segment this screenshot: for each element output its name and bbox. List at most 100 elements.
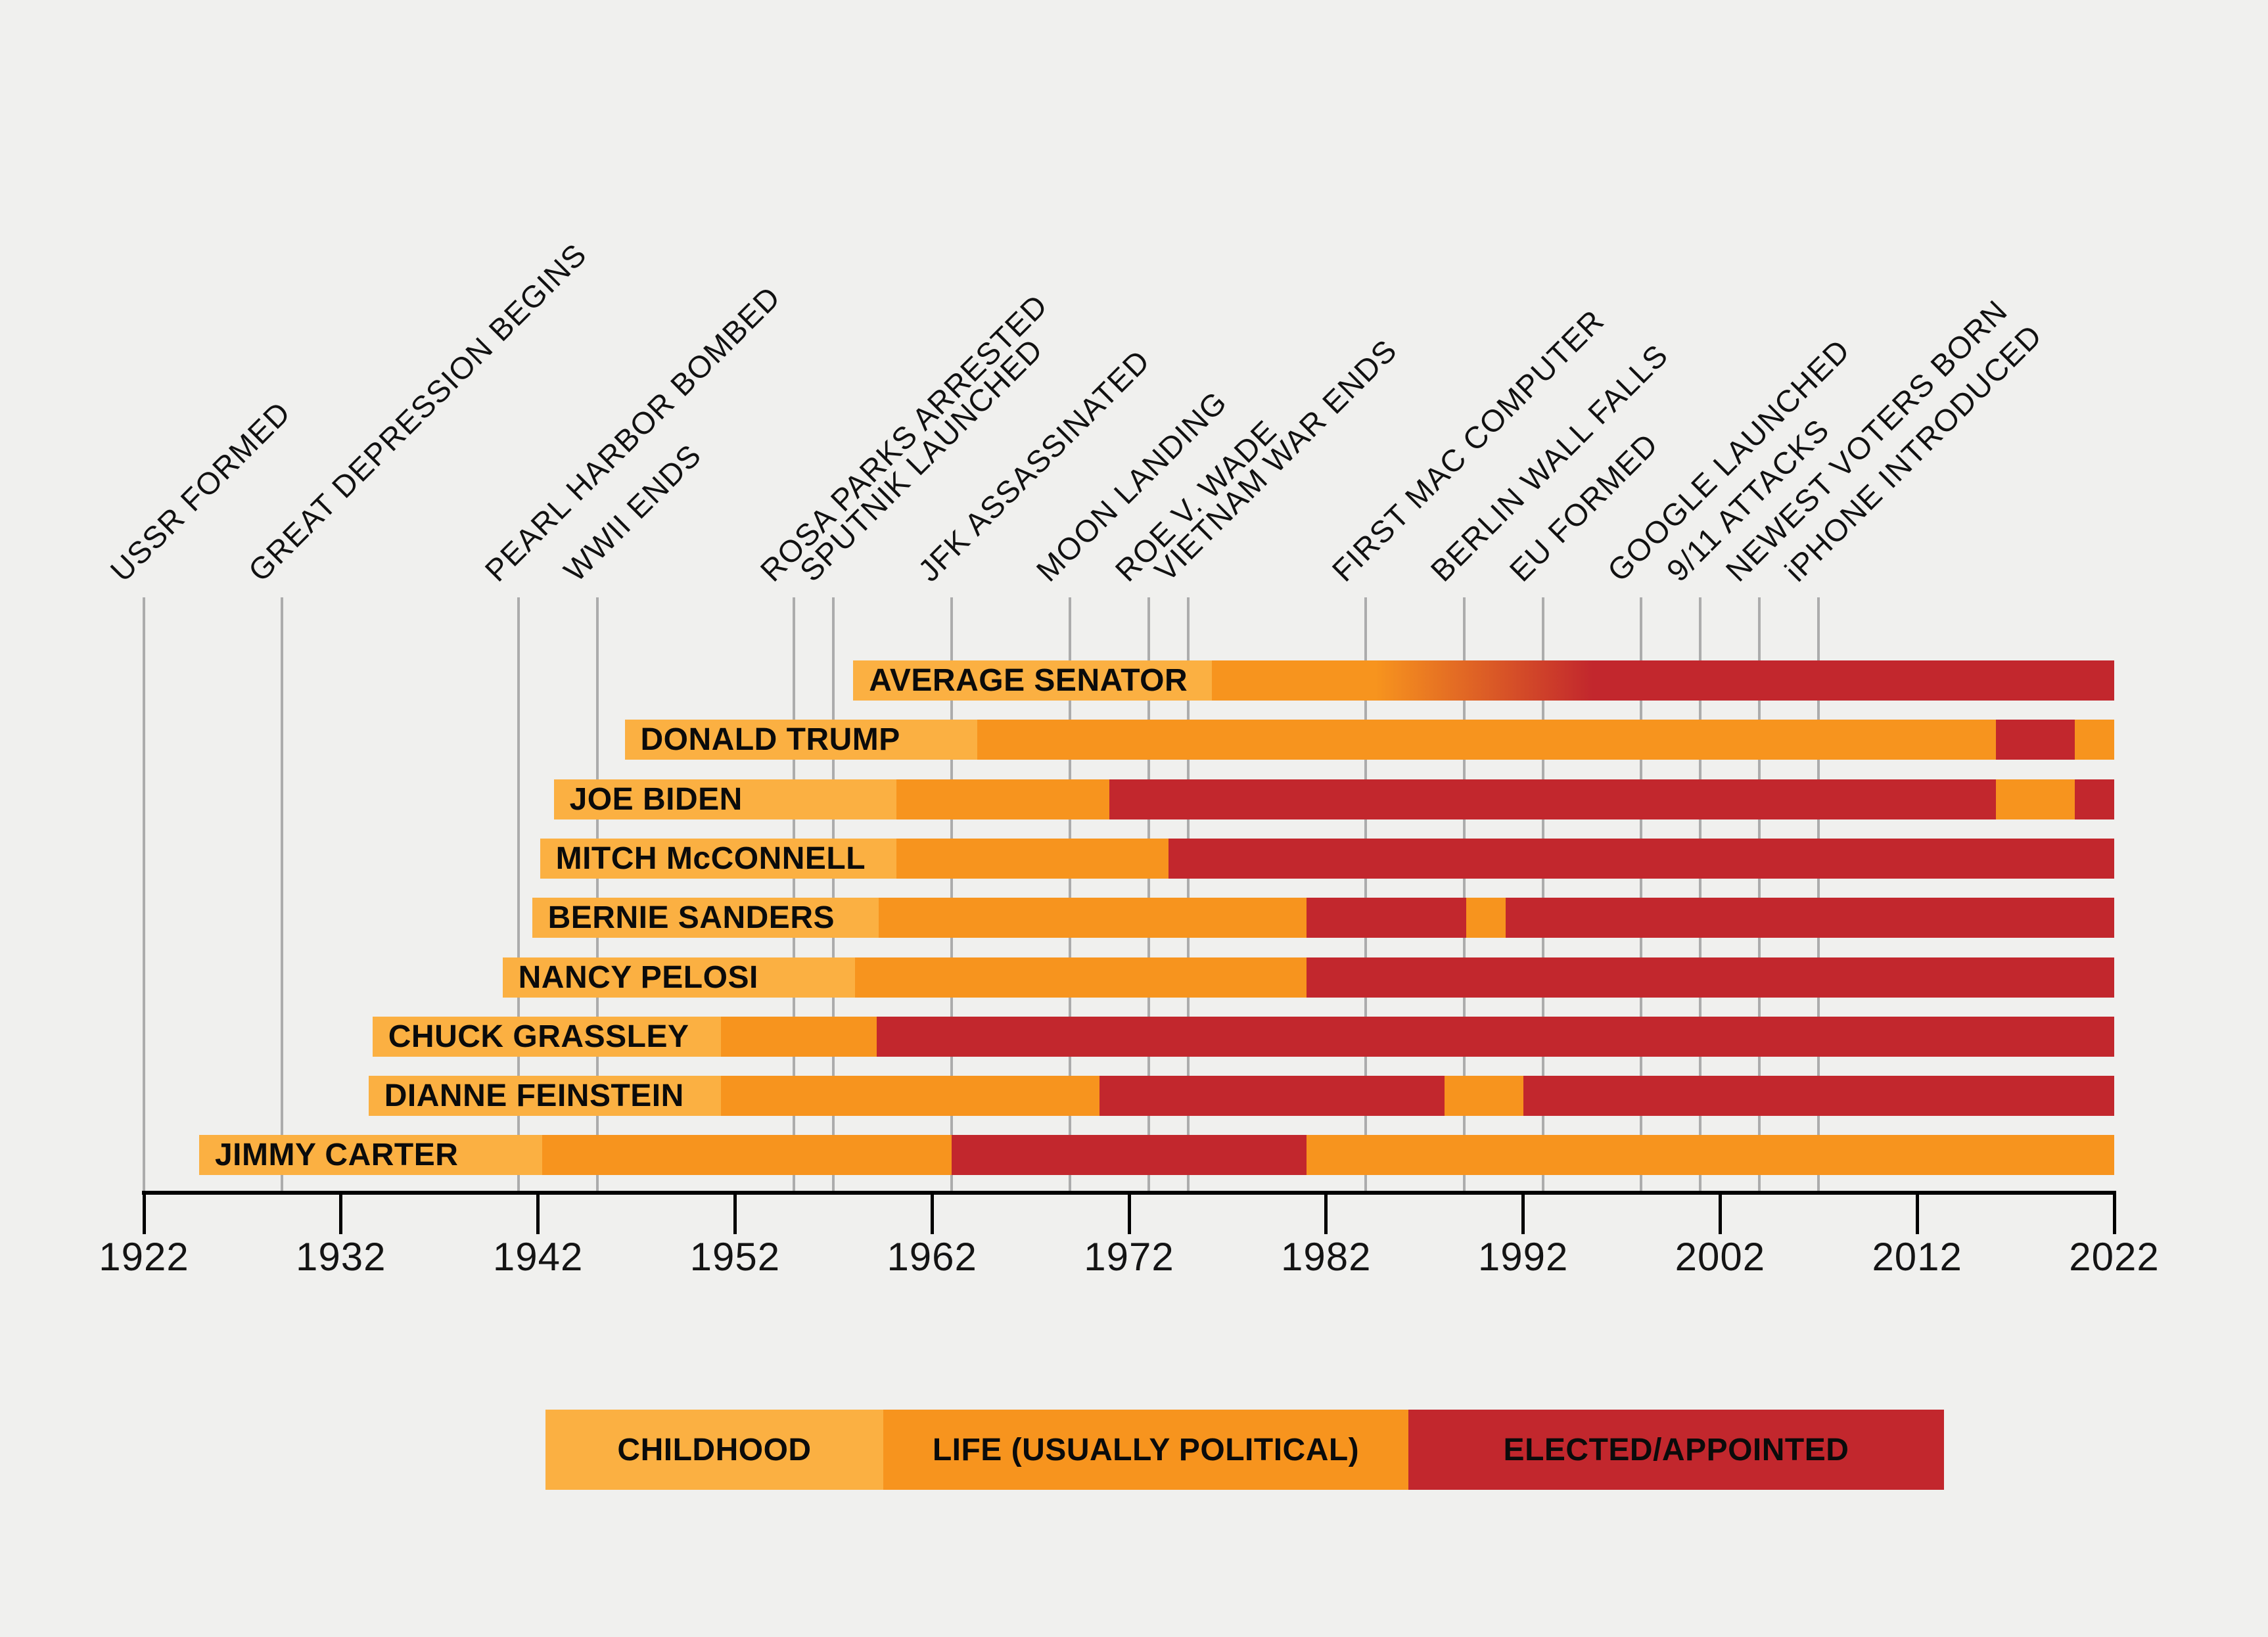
bar-segment-life <box>542 1135 952 1175</box>
bar-segment-life <box>1996 779 2075 819</box>
x-axis-tick-label: 2002 <box>1675 1235 1766 1279</box>
event-gridline <box>1817 597 1820 1191</box>
bar-segment-childhood <box>853 660 1212 701</box>
legend-item-childhood: CHILDHOOD <box>545 1410 883 1490</box>
x-axis-tick-label: 2012 <box>1872 1235 1962 1279</box>
event-gridline <box>793 597 796 1191</box>
event-gridline <box>1462 597 1466 1191</box>
legend-label: LIFE (USUALLY POLITICAL) <box>932 1432 1360 1467</box>
bar-segment-childhood <box>624 720 978 760</box>
person-row: JIMMY CARTER <box>0 1135 2268 1175</box>
person-row: NANCY PELOSI <box>0 957 2268 998</box>
bar-segment-childhood <box>532 898 879 938</box>
x-axis-tick <box>733 1191 737 1234</box>
person-row: BERNIE SANDERS <box>0 898 2268 938</box>
bar-segment-elected <box>1109 779 1997 819</box>
event-gridline <box>832 597 835 1191</box>
event-gridline <box>517 597 520 1191</box>
person-label: AVERAGE SENATOR <box>869 663 1188 698</box>
legend-label: CHILDHOOD <box>617 1432 812 1467</box>
x-axis-tick <box>339 1191 343 1234</box>
bar-segment-life <box>721 1076 1100 1116</box>
person-label: NANCY PELOSI <box>518 960 758 995</box>
bar-segment-childhood <box>553 779 897 819</box>
x-axis-tick <box>1915 1191 1919 1234</box>
x-axis-tick-label: 1972 <box>1084 1235 1174 1279</box>
bar-segment-elected <box>1996 720 2075 760</box>
x-axis-tick-label: 1932 <box>296 1235 386 1279</box>
bar-segment-life <box>721 1017 877 1057</box>
person-label: JOE BIDEN <box>569 782 743 817</box>
person-label: DONALD TRUMP <box>640 722 900 757</box>
bar-segment-elected <box>1523 1076 2114 1116</box>
bar-segment-elected <box>1306 957 2114 998</box>
x-axis-tick <box>1324 1191 1328 1234</box>
person-row: CHUCK GRASSLEY <box>0 1017 2268 1057</box>
x-axis-tick <box>2112 1191 2116 1234</box>
bar-segment-life <box>1466 898 1506 938</box>
bar-segment-elected <box>1099 1076 1445 1116</box>
x-axis-tick <box>1127 1191 1131 1234</box>
bar-segment-childhood <box>198 1135 542 1175</box>
person-label: JIMMY CARTER <box>214 1138 459 1172</box>
bar-segment-childhood <box>368 1076 722 1116</box>
bar-segment-life <box>1211 660 1376 701</box>
bar-segment-life <box>1306 1135 2114 1175</box>
person-row: AVERAGE SENATOR <box>0 660 2268 701</box>
bar-segment-childhood <box>502 957 856 998</box>
legend-label: ELECTED/APPOINTED <box>1503 1432 1849 1467</box>
person-label: MITCH McCONNELL <box>555 841 866 876</box>
bar-segment-childhood <box>372 1017 722 1057</box>
bar-segment-life <box>2075 720 2114 760</box>
event-gridline <box>595 597 599 1191</box>
event-gridline <box>1186 597 1190 1191</box>
event-gridline <box>1758 597 1761 1191</box>
bar-segment-elected <box>1168 839 2114 879</box>
x-axis-tick-label: 1952 <box>689 1235 781 1279</box>
x-axis-tick <box>142 1191 146 1234</box>
bar-segment-elected <box>1592 660 2114 701</box>
x-axis-tick-label: 1922 <box>99 1235 189 1279</box>
x-axis-tick-label: 1992 <box>1477 1235 1569 1279</box>
x-axis-tick-label: 1982 <box>1281 1235 1372 1279</box>
event-gridline <box>1147 597 1150 1191</box>
bar-segment-childhood <box>540 839 897 879</box>
bar-segment-elected <box>1505 898 2114 938</box>
person-label: DIANNE FEINSTEIN <box>384 1078 684 1113</box>
x-axis-tick <box>1718 1191 1722 1234</box>
bar-segment-life <box>896 779 1110 819</box>
event-gridline <box>1069 597 1072 1191</box>
person-row: DONALD TRUMP <box>0 720 2268 760</box>
event-gridline <box>143 597 145 1191</box>
bar-segment-life <box>855 957 1307 998</box>
bar-segment-life <box>879 898 1307 938</box>
person-row: JOE BIDEN <box>0 779 2268 819</box>
bar-segment-elected <box>2075 779 2114 819</box>
bar-segment-life <box>1444 1076 1523 1116</box>
event-gridline <box>280 597 283 1191</box>
bar-segment-elected <box>877 1017 2114 1057</box>
event-gridline <box>950 597 954 1191</box>
bar-segment-elected <box>952 1135 1307 1175</box>
bar-segment-life <box>896 839 1169 879</box>
x-axis-tick-label: 1962 <box>887 1235 977 1279</box>
x-axis-tick <box>930 1191 934 1234</box>
x-axis-tick-label: 1942 <box>492 1235 584 1279</box>
x-axis-tick-label: 2022 <box>2069 1235 2160 1279</box>
x-axis-tick <box>536 1191 540 1234</box>
bar-segment-life <box>977 720 1997 760</box>
legend-item-life: LIFE (USUALLY POLITICAL) <box>883 1410 1408 1490</box>
event-label: ROSA PARKS ARRESTED <box>753 287 1055 588</box>
x-axis-tick <box>1521 1191 1525 1234</box>
person-row: MITCH McCONNELL <box>0 839 2268 879</box>
bar-segment-transition <box>1375 660 1592 701</box>
event-gridline <box>1699 597 1702 1191</box>
event-gridline <box>1541 597 1544 1191</box>
bar-segment-elected <box>1306 898 1466 938</box>
person-row: DIANNE FEINSTEIN <box>0 1076 2268 1116</box>
person-label: CHUCK GRASSLEY <box>388 1019 689 1054</box>
event-gridline <box>1364 597 1367 1191</box>
person-label: BERNIE SANDERS <box>547 900 835 935</box>
legend-item-elected: ELECTED/APPOINTED <box>1408 1410 1944 1490</box>
